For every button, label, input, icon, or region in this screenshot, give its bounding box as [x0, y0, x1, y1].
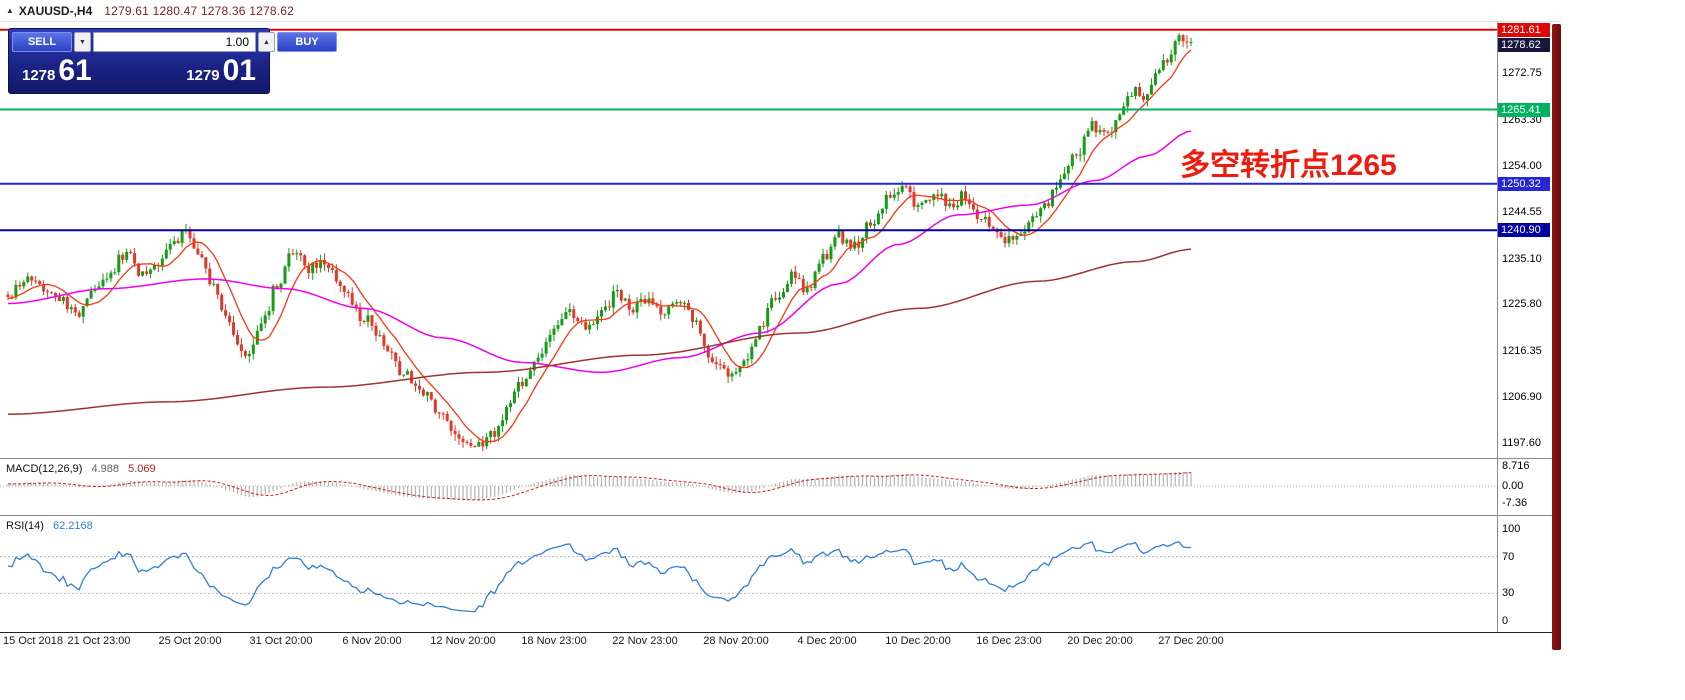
chart-title: XAUUSD-,H4	[18, 3, 93, 18]
chart-annotation[interactable]: 多空转折点1265	[1180, 149, 1397, 182]
price-axis-label: 1197.60	[1502, 437, 1541, 450]
chart-ohlc-values: 1279.61 1280.47 1278.36 1278.62	[104, 3, 294, 18]
rsi-value: 62.2168	[52, 520, 93, 532]
time-axis-label: 6 Nov 20:00	[342, 635, 402, 647]
time-axis-label: 16 Dec 23:00	[976, 635, 1042, 647]
buy-price-display[interactable]: 1279 01	[186, 53, 256, 89]
ma-medium-magenta	[7, 130, 1192, 374]
price-tag: 1240.90	[1498, 223, 1550, 238]
time-axis-label: 25 Oct 20:00	[158, 635, 222, 647]
time-axis-label: 31 Oct 20:00	[249, 635, 313, 647]
panel-separator[interactable]	[0, 458, 1561, 459]
macd-histogram-value: 4.988	[91, 463, 120, 475]
volume-increase-button[interactable]: ▲	[258, 32, 275, 52]
one-click-trading-panel: SELL ▼ ▲ BUY 1278 61 1279 01	[8, 28, 337, 94]
time-axis-label: 15 Oct 2018	[3, 635, 63, 647]
price-axis-label: 1235.10	[1502, 252, 1542, 265]
rsi-axis-label: 100	[1502, 523, 1521, 535]
caret-up-icon: ▲	[263, 38, 270, 46]
macd-indicator-panel[interactable]	[0, 460, 1497, 515]
macd-label: MACD(12,26,9) 4.988 5.069	[6, 463, 156, 475]
price-tag: 1278.62	[1498, 37, 1550, 52]
rsi-axis-label: 30	[1502, 587, 1515, 600]
main-price-chart[interactable]	[0, 22, 1497, 458]
time-axis-label: 4 Dec 20:00	[797, 635, 857, 647]
sell-price-main: 1278	[22, 67, 56, 84]
buy-price-pips: 01	[222, 54, 256, 87]
price-axis[interactable]: 1272.75 1263.30 1254.00 1244.55 1235.10 1225.…	[1498, 22, 1552, 634]
vertical-scrollbar[interactable]	[1552, 24, 1561, 650]
price-axis-label: 1263.30	[1502, 113, 1542, 126]
macd-name: MACD(12,26,9)	[6, 463, 83, 475]
price-tag: 1281.61	[1498, 22, 1550, 37]
price-axis-label: 1206.90	[1502, 391, 1542, 404]
rsi-indicator-panel[interactable]	[0, 517, 1497, 632]
macd-axis-label: 8.716	[1502, 459, 1530, 472]
sell-price-display[interactable]: 1278 61	[22, 53, 92, 89]
time-axis-label: 27 Dec 20:00	[1158, 635, 1224, 647]
sell-price-pips: 61	[58, 54, 92, 87]
time-axis[interactable]: 15 Oct 2018 21 Oct 23:00 25 Oct 20:00 31 Oc…	[0, 635, 1497, 651]
buy-button[interactable]: BUY	[277, 32, 337, 52]
price-axis-label: 1272.75	[1502, 67, 1542, 80]
rsi-label: RSI(14) 62.2168	[6, 520, 93, 532]
chart-header: ▲ XAUUSD-,H4 1279.61 1280.47 1278.36 127…	[0, 0, 1561, 22]
time-axis-label: 18 Nov 23:00	[521, 635, 587, 647]
price-axis-label: 1244.55	[1502, 206, 1542, 219]
panel-separator[interactable]	[0, 515, 1561, 516]
rsi-axis-label: 70	[1502, 550, 1515, 563]
ma-fast-red	[7, 49, 1192, 443]
candles	[6, 33, 1193, 452]
volume-decrease-button[interactable]: ▼	[74, 32, 91, 52]
macd-axis-label: -7.36	[1502, 497, 1528, 510]
time-axis-label: 22 Nov 23:00	[612, 635, 678, 647]
macd-signal-value: 5.069	[128, 463, 156, 475]
price-axis-label: 1225.80	[1502, 298, 1542, 311]
rsi-line	[7, 540, 1191, 613]
time-axis-label: 21 Oct 23:00	[67, 635, 131, 647]
time-axis-label: 20 Dec 20:00	[1067, 635, 1133, 647]
caret-down-icon: ▼	[79, 38, 86, 46]
price-axis-border	[1497, 22, 1498, 632]
price-axis-label: 1254.00	[1502, 159, 1542, 172]
price-axis-label: 1216.35	[1502, 344, 1542, 357]
rsi-name: RSI(14)	[6, 520, 44, 532]
time-axis-border	[0, 632, 1561, 633]
macd-axis-label: 0.00	[1502, 480, 1524, 492]
buy-price-main: 1279	[186, 67, 220, 84]
time-axis-label: 10 Dec 20:00	[885, 635, 951, 647]
horizontal-level-lines	[0, 28, 1497, 232]
time-axis-label: 28 Nov 20:00	[703, 635, 769, 647]
price-tag: 1265.41	[1498, 102, 1550, 117]
volume-input[interactable]	[93, 32, 256, 52]
sell-button[interactable]: SELL	[12, 32, 72, 52]
rsi-axis-label: 0	[1502, 615, 1509, 627]
macd-signal-line	[7, 472, 1192, 501]
symbol-arrow-icon: ▲	[6, 6, 14, 15]
price-tag: 1250.32	[1498, 176, 1550, 191]
ma-slow-darkred	[7, 248, 1192, 415]
time-axis-label: 12 Nov 20:00	[430, 635, 496, 647]
